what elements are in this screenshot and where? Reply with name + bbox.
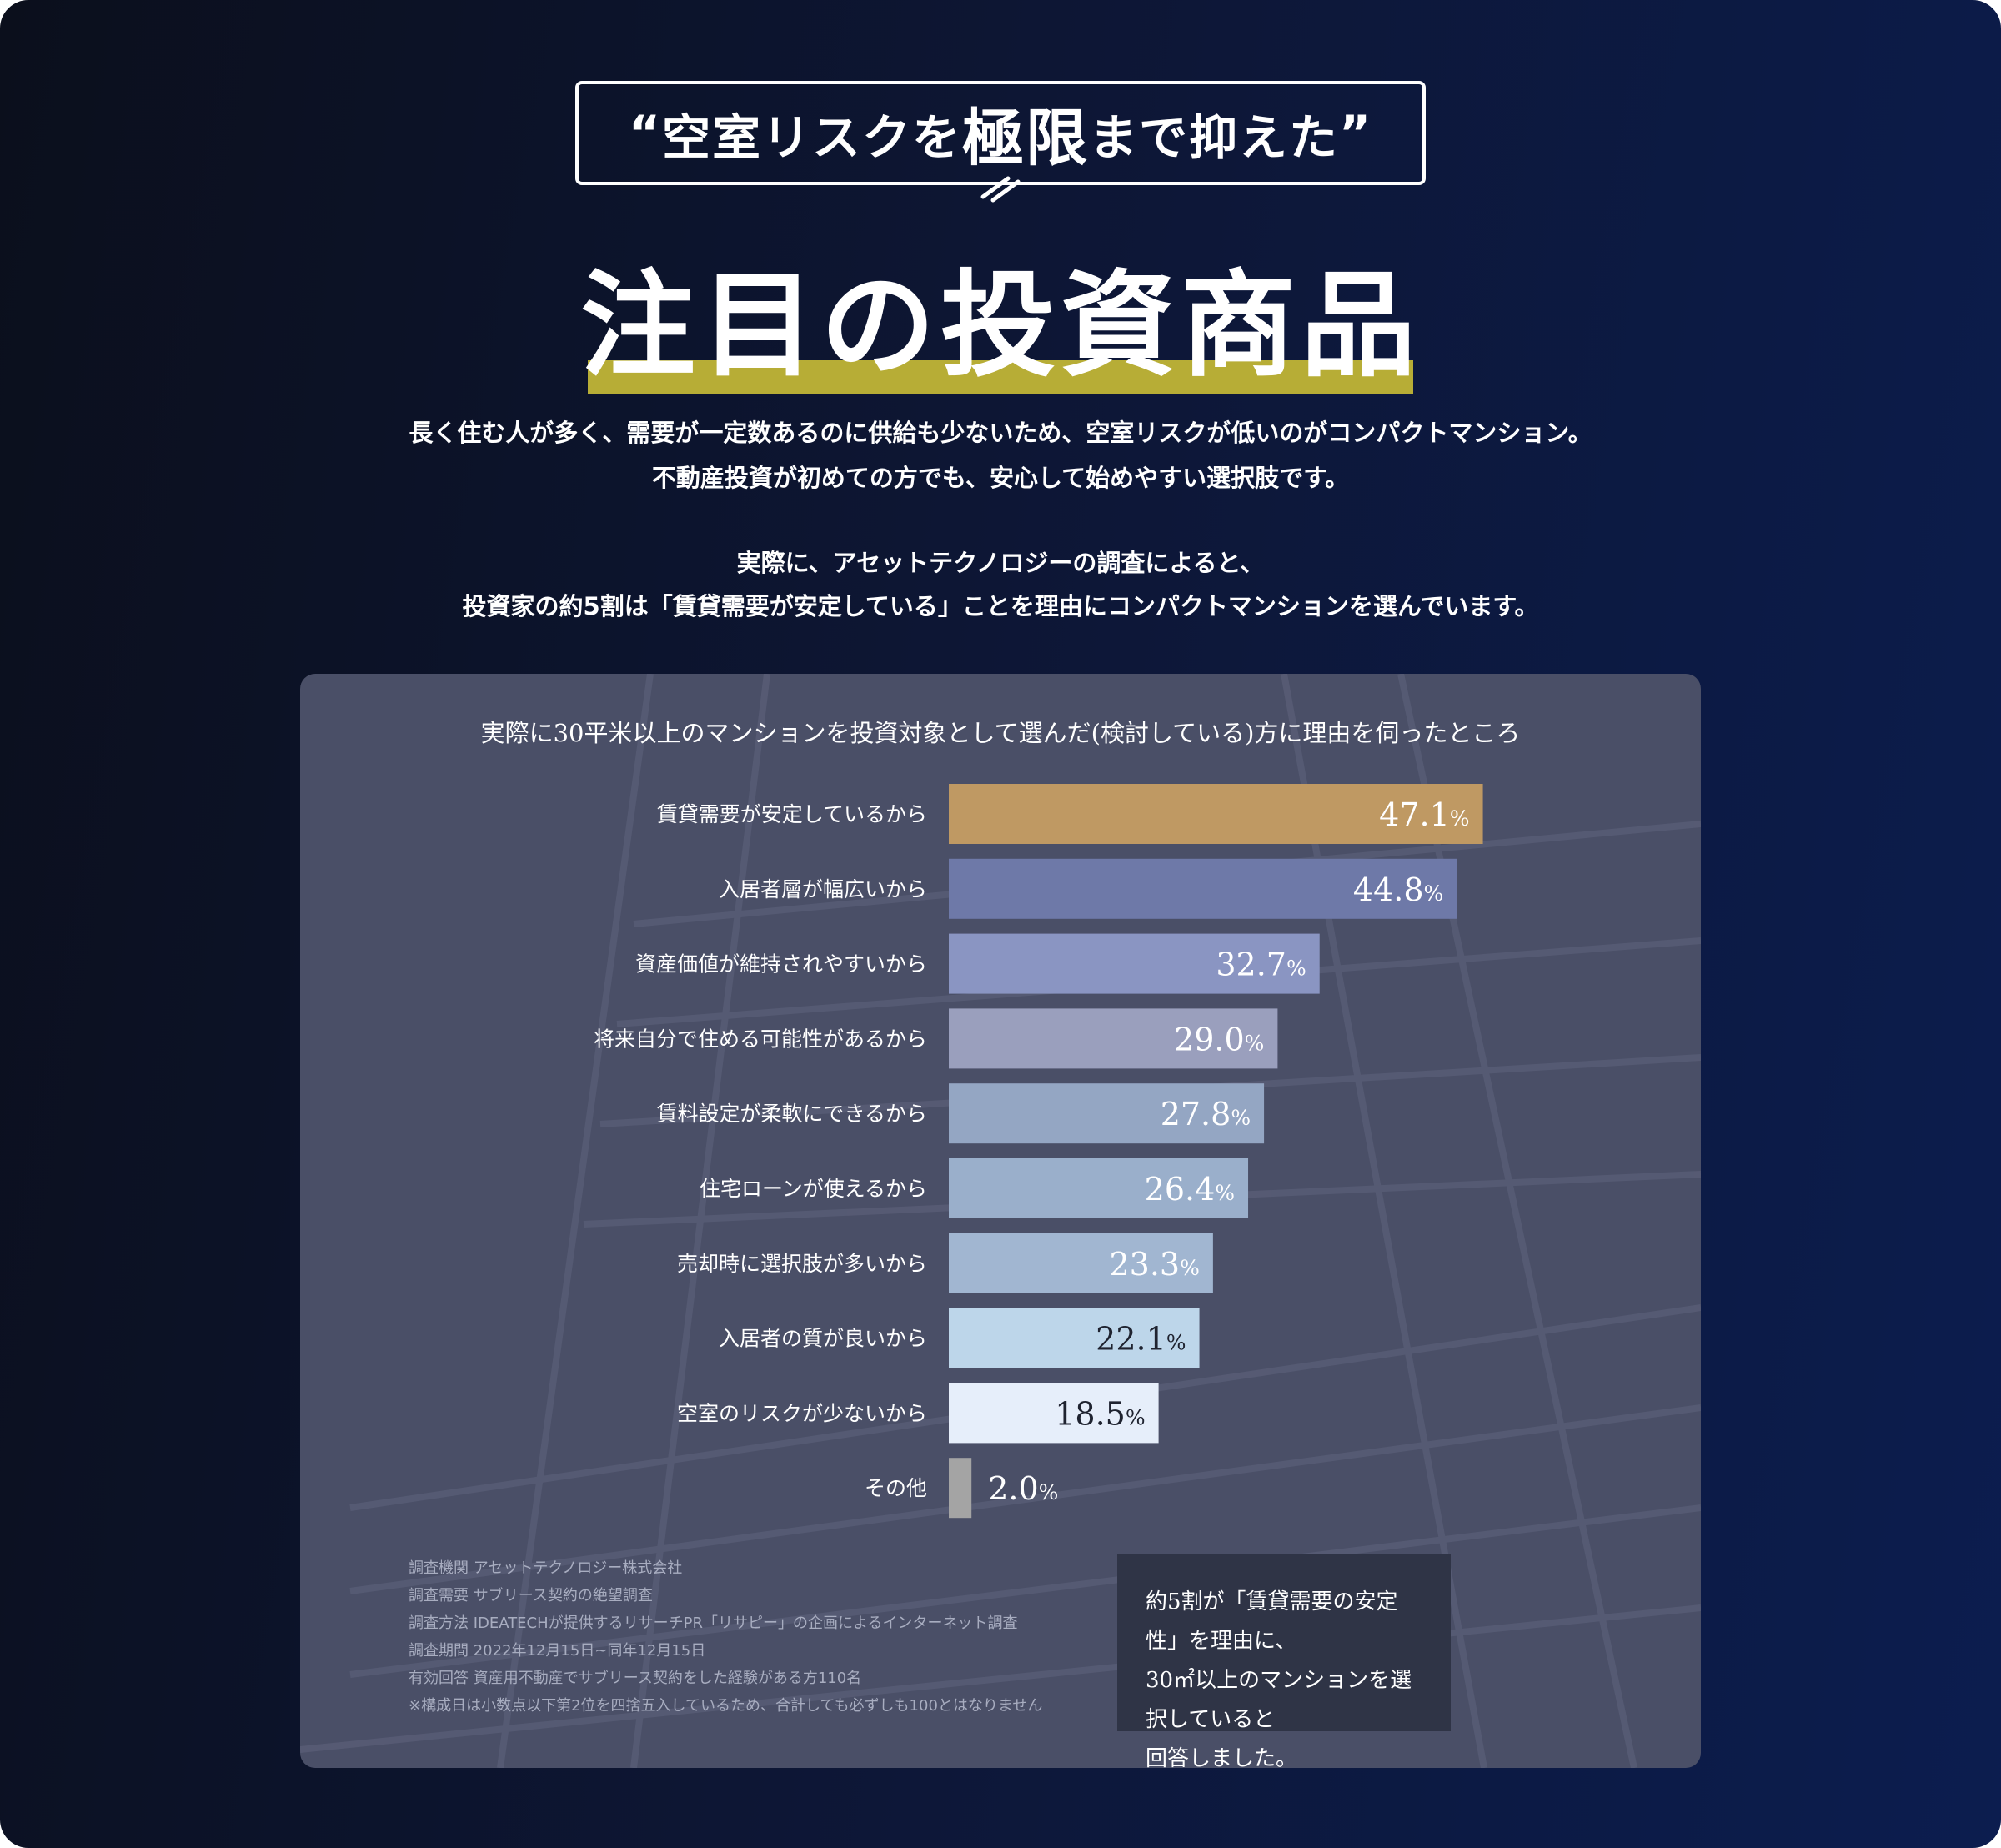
intro-line-4: 投資家の約5割は「賃貸需要が安定している」ことを理由にコンパクトマンションを選ん… [462,592,1539,620]
tagline-box: “ 空室リスクを 極限 まで抑えた ” [575,81,1426,185]
category-label: 資産価値が維持されやすいから [635,952,927,977]
value-label: 26.4% [1145,1171,1235,1208]
value-label: 18.5% [1055,1395,1145,1432]
callout-line: 回答しました。 [1146,1746,1298,1768]
bar [949,1008,1278,1069]
title-underline [588,360,1413,394]
category-label: 入居者層が幅広いから [719,877,927,901]
tagline-text-1: 空室リスクを [661,108,962,166]
meta-line: 調査方法 IDEATECHが提供するリサーチPR「リサピー」の企画によるインター… [409,1614,1018,1632]
bar [949,1158,1249,1218]
tagline-tail-mark [980,176,1021,203]
summary-callout: 約5割が「賃貸需要の安定性」を理由に、 30㎡以上のマンションを選択していると … [1117,1554,1451,1768]
value-label: 44.8% [1353,871,1443,908]
bar [949,933,1320,994]
value-label: 27.8% [1161,1096,1251,1132]
value-label: 22.1% [1096,1321,1186,1358]
callout-line: 30㎡以上のマンションを選択していると [1146,1668,1412,1732]
meta-line: 調査期間 2022年12月15日~同年12月15日 [409,1642,706,1660]
bar [949,1383,1159,1444]
category-label: 賃貸需要が安定しているから [657,802,927,826]
bar [949,858,1457,919]
meta-line: ※構成日は小数点以下第2位を四捨五入しているため、合計しても必ずしも100とはな… [409,1697,1043,1715]
category-label: 賃料設定が柔軟にできるから [656,1102,927,1126]
page-title: 注目の投資商品 [579,257,1421,393]
intro-line-3: 実際に、アセットテクノロジーの調査によると、 [736,549,1265,577]
value-label: 2.0% [988,1470,1058,1507]
value-label: 23.3% [1110,1246,1200,1283]
bar [949,1308,1200,1368]
survey-panel: 実際に30平米以上のマンションを投資対象として選んだ(検討している)方に理由を伺… [300,674,1701,1768]
bar-chart: 賃貸需要が安定しているから 47.1% 入居者層が幅広いから 44.8% 資産価値が維持… [594,784,1483,1519]
category-label: 空室のリスクが少ないから [677,1401,927,1425]
bar [949,784,1483,844]
intro-line-1: 長く住む人が多く、需要が一定数あるのに供給も少ないため、空室リスクが低いのがコン… [409,419,1592,447]
tagline-close-quote: ” [1339,104,1373,162]
intro-line-2: 不動産投資が初めての方でも、安心して始めやすい選択肢です。 [651,464,1350,492]
survey-metadata: 調査機関 アセットテクノロジー株式会社 調査需要 サブリース契約の絶望調査 調査… [409,1554,1042,1720]
tagline-open-quote: “ [628,104,662,162]
value-label: 32.7% [1216,947,1306,983]
category-label: 入居者の質が良いから [719,1327,927,1351]
tagline-text-2: まで抑えた [1089,108,1340,166]
survey-heading: 実際に30平米以上のマンションを投資対象として選んだ(検討している)方に理由を伺… [480,719,1521,747]
bar [949,1083,1265,1144]
category-label: 住宅ローンが使えるから [700,1177,927,1201]
meta-line: 調査機関 アセットテクノロジー株式会社 [409,1559,683,1577]
meta-line: 調査需要 サブリース契約の絶望調査 [409,1587,653,1604]
category-label: その他 [865,1476,927,1500]
callout-line: 約5割が「賃貸需要の安定性」を理由に、 [1146,1589,1398,1654]
value-label: 29.0% [1174,1021,1264,1057]
category-label: 将来自分で住める可能性があるから [594,1027,927,1051]
meta-line: 有効回答 資産用不動産でサブリース契約をした経験がある方110名 [409,1670,862,1687]
bar [949,1458,972,1519]
tagline-emphasis: 極限 [962,103,1089,174]
category-label: 売却時に選択肢が多いから [677,1252,927,1276]
value-label: 47.1% [1379,796,1469,833]
bar [949,1233,1213,1293]
